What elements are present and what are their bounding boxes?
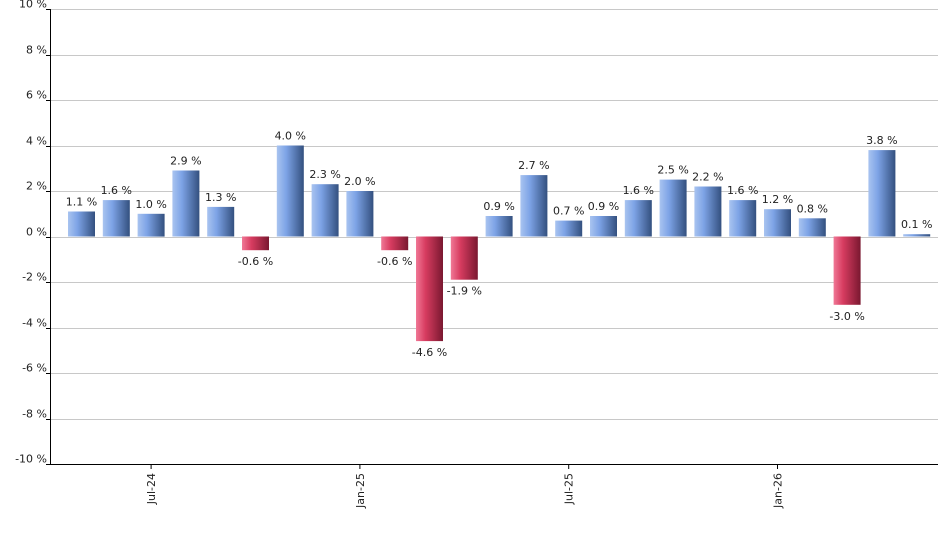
bar-value-label-9: -0.6 % (377, 255, 412, 268)
x-axis-tick-labels: Jul-24 Jan-25 Jul-25 Jan-26 (145, 473, 784, 509)
y-tick-label-7: -4 % (22, 317, 47, 330)
x-tick-label-1: Jan-25 (354, 473, 367, 509)
bar-0 (68, 211, 95, 237)
y-axis-tick-labels: 10 % 8 % 6 % 4 % 2 % 0 % -2 % -4 % -6 % -8 % -10 % (15, 0, 47, 466)
x-tick-label-3: Jan-26 (772, 473, 785, 509)
bar-value-label-8: 2.0 % (344, 175, 375, 188)
bar-value-label-2: 1.0 % (135, 198, 166, 211)
y-tick-label-6: -2 % (22, 271, 47, 284)
bars (68, 145, 931, 342)
bar-value-label-18: 2.2 % (692, 171, 723, 184)
bar-value-label-1: 1.6 % (101, 184, 132, 197)
bar-value-label-20: 1.2 % (762, 193, 793, 206)
bar-12 (485, 216, 513, 237)
bar-21 (798, 218, 826, 237)
bar-value-label-0: 1.1 % (66, 196, 97, 209)
bar-value-label-22: -3.0 % (829, 310, 864, 323)
bar-22 (833, 236, 861, 305)
bar-18 (694, 186, 722, 237)
y-tick-label-3: 4 % (26, 135, 47, 148)
bar-16 (624, 200, 652, 237)
bar-24 (903, 234, 931, 237)
bar-value-label-11: -1.9 % (447, 285, 482, 298)
bar-13 (520, 175, 548, 237)
bar-7 (311, 184, 339, 237)
bar-1 (102, 200, 130, 237)
bar-value-label-15: 0.9 % (588, 200, 619, 213)
bar-9 (381, 236, 409, 251)
bar-value-label-3: 2.9 % (170, 155, 201, 168)
bar-value-label-5: -0.6 % (238, 255, 273, 268)
grid-lines (46, 9, 938, 465)
bar-6 (276, 145, 304, 237)
bar-15 (590, 216, 617, 237)
y-tick-label-2: 6 % (26, 89, 47, 102)
bar-value-label-16: 1.6 % (623, 184, 654, 197)
bar-value-label-6: 4.0 % (275, 130, 306, 143)
y-tick-label-0: 10 % (19, 0, 47, 11)
bar-value-label-7: 2.3 % (309, 168, 340, 181)
bar-23 (868, 150, 896, 237)
bar-value-labels: 1.1 %1.6 %1.0 %2.9 %1.3 %-0.6 %4.0 %2.3 … (66, 130, 933, 360)
bar-14 (555, 220, 583, 237)
bar-20 (764, 209, 791, 237)
bar-value-label-12: 0.9 % (483, 200, 514, 213)
bar-value-label-21: 0.8 % (797, 202, 828, 215)
y-tick-label-4: 2 % (26, 180, 47, 193)
bar-2 (137, 213, 165, 237)
y-tick-label-8: -6 % (22, 362, 47, 375)
bar-value-label-19: 1.6 % (727, 184, 758, 197)
bar-4 (207, 206, 235, 237)
y-tick-label-1: 8 % (26, 44, 47, 57)
axes (50, 9, 938, 469)
bar-3 (172, 170, 200, 237)
bar-value-label-14: 0.7 % (553, 205, 584, 218)
x-tick-label-0: Jul-24 (145, 473, 158, 505)
bar-value-label-4: 1.3 % (205, 191, 236, 204)
bar-8 (346, 191, 374, 237)
bar-value-label-13: 2.7 % (518, 159, 549, 172)
bar-19 (729, 200, 757, 237)
bar-value-label-10: -4.6 % (412, 346, 447, 359)
bar-10 (416, 236, 443, 342)
bar-5 (242, 236, 269, 251)
y-tick-label-5: 0 % (26, 226, 47, 239)
x-tick-label-2: Jul-25 (563, 473, 576, 505)
bar-value-label-24: 0.1 % (901, 218, 932, 231)
bar-value-label-23: 3.8 % (866, 134, 897, 147)
bar-value-label-17: 2.5 % (657, 164, 688, 177)
y-tick-label-10: -10 % (15, 453, 47, 466)
y-tick-label-9: -8 % (22, 408, 47, 421)
bar-17 (659, 179, 687, 237)
bar-11 (450, 236, 478, 280)
